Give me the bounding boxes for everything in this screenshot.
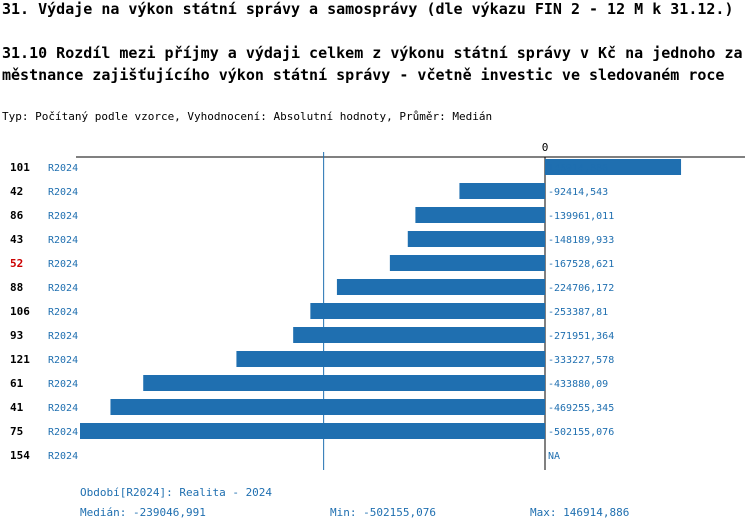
row-id-label: 61 [10, 377, 24, 390]
bar-value-label: -167528,621 [548, 259, 614, 270]
bar [336, 279, 545, 295]
row-period-label: R2024 [48, 187, 78, 198]
row-period-label: R2024 [48, 403, 78, 414]
chart-subtitle: 31.10 Rozdíl mezi příjmy a výdaji celkem… [2, 44, 743, 84]
bar-value-label: -139961,011 [548, 211, 614, 222]
bar [407, 231, 545, 247]
zero-tick-label: 0 [542, 141, 549, 154]
row-id-label: 43 [10, 233, 23, 246]
row-id-label: 75 [10, 425, 23, 438]
bar [293, 327, 545, 343]
footer-max: Max: 146914,886 [530, 506, 630, 519]
bar [459, 183, 545, 199]
row-period-label: R2024 [48, 451, 78, 462]
row-id-label: 106 [10, 305, 30, 318]
row-period-label: R2024 [48, 307, 78, 318]
bar [415, 207, 545, 223]
page-title: 31. Výdaje na výkon státní správy a samo… [2, 0, 734, 18]
footer-median: Medián: -239046,991 [80, 506, 206, 519]
bar-value-label: -271951,364 [548, 331, 614, 342]
bar-value-label: -469255,345 [548, 403, 614, 414]
chart-meta: Typ: Počítaný podle vzorce, Vyhodnocení:… [2, 110, 493, 123]
row-id-label: 42 [10, 185, 23, 198]
row-period-label: R2024 [48, 283, 78, 294]
bar [80, 423, 545, 439]
bar-value-label: -224706,172 [548, 283, 614, 294]
bar-value-label: -502155,076 [548, 427, 614, 438]
row-period-label: R2024 [48, 355, 78, 366]
bar [310, 303, 545, 319]
bar-value-label: -333227,578 [548, 355, 614, 366]
bar-value-label: 146914,886 [548, 163, 608, 174]
row-id-label: 88 [10, 281, 23, 294]
row-period-label: R2024 [48, 427, 78, 438]
bar [389, 255, 545, 271]
row-id-label: 93 [10, 329, 23, 342]
row-period-label: R2024 [48, 379, 78, 390]
row-period-label: R2024 [48, 235, 78, 246]
row-period-label: R2024 [48, 259, 78, 270]
row-id-label: 121 [10, 353, 30, 366]
footer-min: Min: -502155,076 [330, 506, 436, 519]
footer-period: Období[R2024]: Realita - 2024 [80, 486, 273, 499]
row-id-label: 86 [10, 209, 24, 222]
row-period-label: R2024 [48, 163, 78, 174]
bar-value-label: -92414,543 [548, 187, 608, 198]
row-period-label: R2024 [48, 331, 78, 342]
bar [545, 159, 682, 175]
row-id-label: 41 [10, 401, 24, 414]
row-id-label: 101 [10, 161, 30, 174]
bar-value-label: -433880,09 [548, 379, 608, 390]
row-id-label: 154 [10, 449, 30, 462]
row-id-label: 52 [10, 257, 23, 270]
bar-value-label: -253387,81 [548, 307, 608, 318]
bar [143, 375, 545, 391]
bar [236, 351, 545, 367]
bar-value-label: NA [548, 451, 560, 462]
bar-value-label: -148189,933 [548, 235, 614, 246]
row-period-label: R2024 [48, 211, 78, 222]
bar [110, 399, 545, 415]
